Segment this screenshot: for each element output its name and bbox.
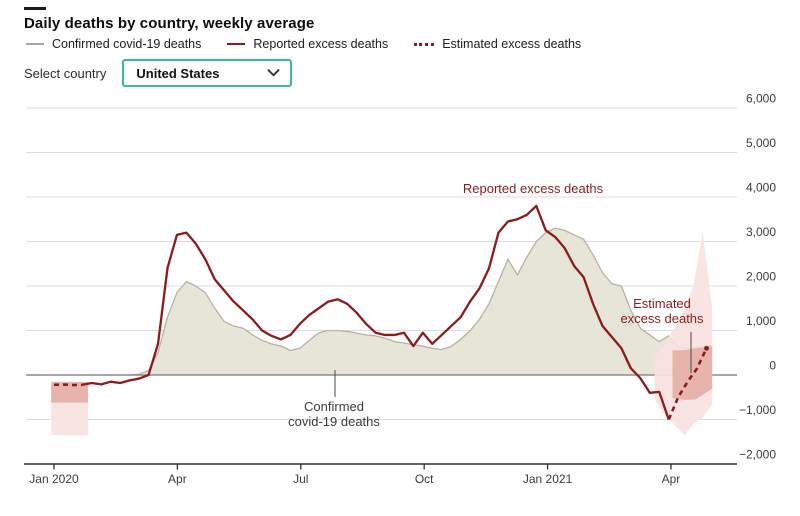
page-title: Daily deaths by country, weekly average xyxy=(24,15,314,32)
reported-line-swatch-icon xyxy=(227,43,245,45)
x-tick-label: Apr xyxy=(168,472,187,486)
chevron-down-icon xyxy=(267,69,280,77)
legend-label: Estimated excess deaths xyxy=(442,37,581,51)
chart-header: Daily deaths by country, weekly average xyxy=(24,7,314,32)
annotation-reported: Reported excess deaths xyxy=(463,181,604,196)
legend-item-reported: Reported excess deaths xyxy=(227,37,388,51)
legend-label: Confirmed covid-19 deaths xyxy=(52,37,201,51)
y-tick-label: 4,000 xyxy=(746,181,776,195)
y-tick-label: −1,000 xyxy=(739,403,776,417)
y-tick-label: 1,000 xyxy=(746,314,776,328)
y-tick-label: 3,000 xyxy=(746,225,776,239)
legend-item-estimated: Estimated excess deaths xyxy=(414,37,581,51)
x-tick-label: Apr xyxy=(662,472,681,486)
y-tick-label: 6,000 xyxy=(746,92,776,106)
legend: Confirmed covid-19 deaths Reported exces… xyxy=(26,37,581,51)
y-tick-label: 0 xyxy=(769,359,776,373)
legend-label: Reported excess deaths xyxy=(253,37,388,51)
y-tick-label: 2,000 xyxy=(746,270,776,284)
y-tick-label: −2,000 xyxy=(739,448,776,462)
confirmed-area xyxy=(130,228,707,375)
select-country-label: Select country xyxy=(24,66,106,81)
x-tick-label: Jul xyxy=(293,472,308,486)
x-tick-label: Oct xyxy=(415,472,434,486)
x-tick-label: Jan 2020 xyxy=(29,472,79,486)
country-select-value: United States xyxy=(136,66,219,81)
country-select[interactable]: United States xyxy=(122,59,292,87)
y-tick-label: 5,000 xyxy=(746,136,776,150)
keyline-rule xyxy=(24,7,46,10)
estimated-end-dot xyxy=(704,346,709,351)
estimated-dotted-swatch-icon xyxy=(414,43,434,46)
x-tick-label: Jan 2021 xyxy=(523,472,573,486)
country-selector-row: Select country United States xyxy=(24,59,292,87)
confirmed-line-swatch-icon xyxy=(26,43,44,45)
legend-item-confirmed: Confirmed covid-19 deaths xyxy=(26,37,201,51)
ci-band-inner xyxy=(672,346,712,400)
